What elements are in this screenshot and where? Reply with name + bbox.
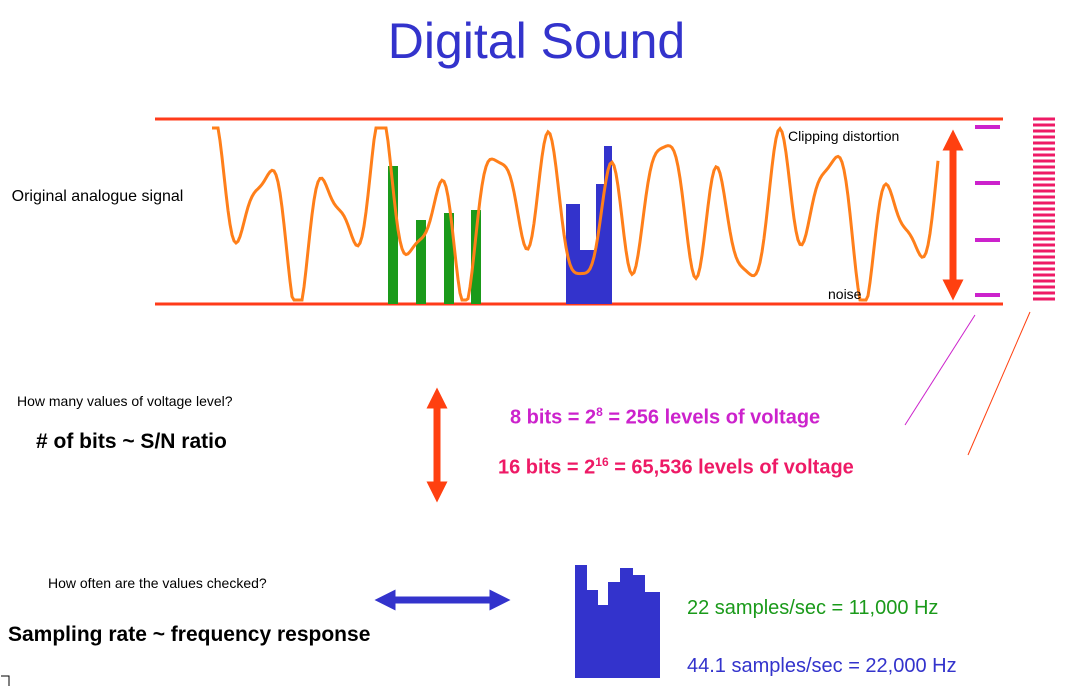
samples-22 (388, 166, 481, 304)
rate-statement: Sampling rate ~ frequency response (8, 623, 371, 646)
bits-question: How many values of voltage level? (17, 393, 233, 409)
samples-44 (566, 146, 612, 304)
levels-8bit (975, 125, 1000, 297)
sample-block (575, 565, 660, 678)
rate-high: 44.1 samples/sec = 22,000 Hz (687, 655, 957, 677)
exponent: 16 (595, 455, 609, 469)
text: = 65,536 levels of voltage (608, 456, 854, 479)
signal-label: Original analogue signal (11, 188, 184, 205)
rate-low: 22 samples/sec = 11,000 Hz (687, 597, 939, 619)
bits-statement: # of bits ~ S/N ratio (36, 430, 227, 453)
bits-8: 8 bits = 28 = 256 levels of voltage (510, 405, 820, 430)
clipping-label: Clipping distortion (788, 128, 900, 144)
exponent: 8 (596, 405, 603, 419)
rate-question: How often are the values checked? (48, 575, 267, 591)
levels-16bit (1033, 117, 1055, 301)
corner-mark (1, 675, 10, 686)
pointer (904, 314, 976, 426)
text: 8 bits = 2 (510, 406, 597, 429)
text: = 256 levels of voltage (602, 406, 821, 429)
pointer (967, 311, 1031, 456)
noise-label: noise (828, 286, 862, 302)
analogue-wave (212, 126, 940, 302)
bits-16: 16 bits = 216 = 65,536 levels of voltage (498, 455, 854, 480)
title: Digital Sound (387, 13, 686, 69)
text: 16 bits = 2 (498, 456, 596, 479)
